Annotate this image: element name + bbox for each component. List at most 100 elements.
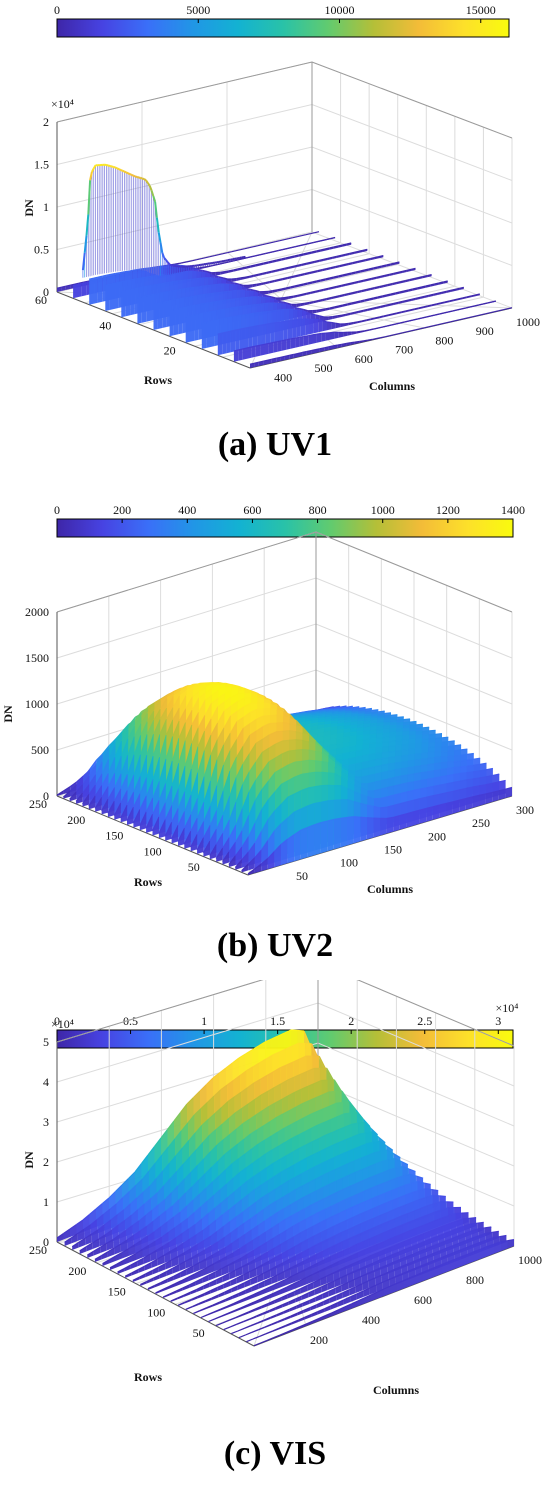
surface-slice xyxy=(274,322,279,343)
surface-edge xyxy=(349,731,357,734)
surface-edge xyxy=(340,785,348,790)
surface-slice xyxy=(194,314,199,341)
peak-ridge xyxy=(140,177,143,180)
surface-edge xyxy=(315,741,323,749)
surface-edge xyxy=(205,688,213,694)
surface-edge xyxy=(235,297,240,300)
surface-edge xyxy=(184,743,193,767)
surface-edge xyxy=(177,791,186,809)
y-tick-label: 250 xyxy=(29,797,47,811)
surface-slice xyxy=(347,332,352,336)
surface-edge xyxy=(179,271,184,274)
surface-edge xyxy=(254,263,260,266)
surface-edge xyxy=(382,741,389,743)
surface-edge xyxy=(380,274,386,277)
surface-edge xyxy=(346,242,352,245)
surface-edge xyxy=(222,770,231,791)
surface-edge xyxy=(426,785,434,789)
surface-edge xyxy=(262,723,270,728)
surface-edge xyxy=(371,711,379,714)
surface-edge xyxy=(264,1038,272,1043)
surface-edge xyxy=(360,330,365,332)
surface-edge xyxy=(198,1173,206,1181)
surface-edge xyxy=(234,282,240,285)
surface-edge xyxy=(404,320,409,323)
surface-edge xyxy=(277,340,283,343)
x-tick-label: 200 xyxy=(310,1333,328,1347)
peak-ridge xyxy=(125,171,129,175)
y-tick-label: 150 xyxy=(105,829,123,843)
surface-edge xyxy=(350,341,355,344)
colorbar-tick-label: 1000 xyxy=(371,503,395,517)
surface-edge xyxy=(337,729,344,731)
surface-edge xyxy=(241,851,249,861)
surface-edge xyxy=(270,322,275,325)
surface-edge xyxy=(56,1233,64,1239)
surface-edge xyxy=(328,345,334,348)
surface-edge xyxy=(427,751,435,754)
surface-edge xyxy=(246,288,252,291)
surface-edge xyxy=(275,309,281,312)
surface-edge xyxy=(287,319,293,322)
surface-edge xyxy=(90,1219,98,1226)
surface-edge xyxy=(335,295,341,298)
surface-edge xyxy=(311,280,317,283)
surface-edge xyxy=(224,1148,232,1155)
surface-edge xyxy=(293,829,302,836)
surface-edge xyxy=(159,734,167,758)
surface-edge xyxy=(243,326,249,329)
surface-edge xyxy=(459,798,466,801)
surface-edge xyxy=(217,693,226,699)
surface-edge xyxy=(239,1070,247,1076)
surface-edge xyxy=(328,753,336,760)
peak-ridge xyxy=(133,174,136,178)
surface-edge xyxy=(190,1164,199,1173)
surface-slice xyxy=(77,1229,85,1241)
peak-ridge xyxy=(145,179,149,184)
surface-edge xyxy=(389,334,395,337)
surface-slice xyxy=(505,787,512,798)
surface-edge xyxy=(433,324,438,327)
surface-edge xyxy=(153,719,161,735)
surface-edge xyxy=(138,286,144,289)
surface-edge xyxy=(134,711,143,721)
surface-edge xyxy=(182,279,187,282)
surface-edge xyxy=(331,321,336,324)
surface-edge xyxy=(128,269,133,272)
surface-edge xyxy=(210,292,215,295)
surface-edge xyxy=(460,748,468,751)
surface-edge xyxy=(140,1225,148,1232)
surface-edge xyxy=(233,268,238,271)
surface-edge xyxy=(356,739,363,741)
surface-edge xyxy=(352,706,360,709)
surface-edge xyxy=(414,758,422,761)
surface-edge xyxy=(240,248,245,251)
surface-edge xyxy=(414,765,421,768)
surface-edge xyxy=(370,257,375,260)
surface-slice xyxy=(233,350,239,362)
surface-edge xyxy=(205,683,213,688)
surface-edge xyxy=(204,718,212,732)
peak-ridge xyxy=(152,195,157,203)
surface-edge xyxy=(197,715,206,728)
surface-edge xyxy=(430,314,435,317)
surface-edge xyxy=(405,309,411,312)
peak-ridge xyxy=(114,166,118,170)
surface-edge xyxy=(368,267,374,270)
surface-edge xyxy=(436,302,441,305)
surface-edge xyxy=(282,715,290,720)
surface-slice xyxy=(206,321,211,348)
surface-edge xyxy=(413,798,420,801)
surface-edge xyxy=(334,766,342,773)
surface-slice xyxy=(141,296,147,323)
surface-edge xyxy=(345,707,353,710)
surface-edge xyxy=(424,326,430,329)
surface-edge xyxy=(203,805,212,822)
surface-edge xyxy=(334,772,342,778)
surface-slice xyxy=(178,307,183,335)
surface-edge xyxy=(407,753,415,756)
surface-edge xyxy=(235,763,244,778)
surface-edge xyxy=(287,834,295,840)
surface-edge xyxy=(221,1100,229,1108)
surface-edge xyxy=(94,785,103,797)
